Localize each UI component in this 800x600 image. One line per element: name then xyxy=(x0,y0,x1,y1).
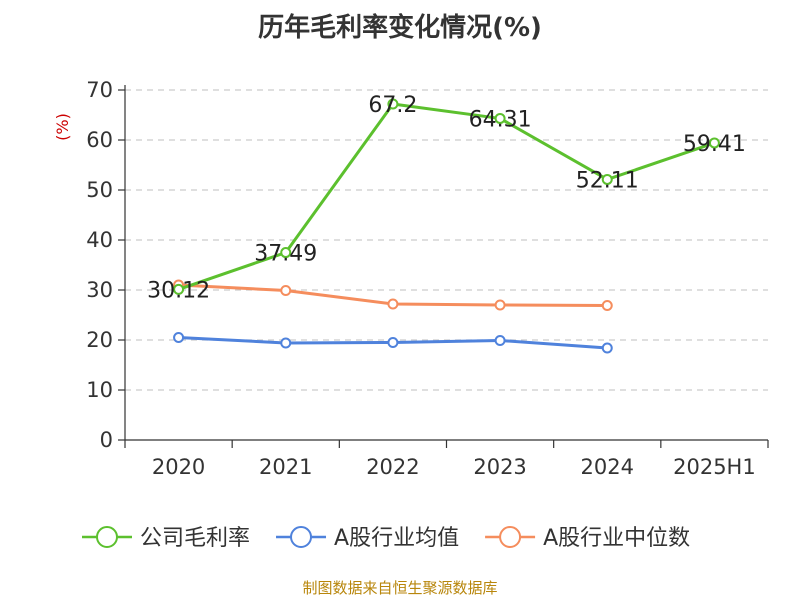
data-label: 37.49 xyxy=(254,242,317,267)
data-point xyxy=(708,137,720,149)
data-point xyxy=(601,342,613,354)
data-point xyxy=(601,300,613,311)
data-point xyxy=(173,332,185,343)
y-tick-label: 50 xyxy=(86,178,113,202)
chart-title: 历年毛利率变化情况(%) xyxy=(258,12,542,43)
y-axis-unit: (%) xyxy=(53,113,72,141)
data-label: 30.12 xyxy=(147,278,210,303)
x-tick-label: 2021 xyxy=(259,455,312,479)
legend-label: 公司毛利率 xyxy=(140,526,250,551)
data-point xyxy=(494,299,506,311)
data-point xyxy=(387,298,399,310)
x-tick-label: 2025H1 xyxy=(673,455,756,479)
data-point xyxy=(601,173,613,185)
y-tick-label: 0 xyxy=(100,428,113,452)
data-label: 64.31 xyxy=(469,107,532,132)
data-point xyxy=(387,98,399,110)
x-tick-label: 2023 xyxy=(473,455,526,479)
data-point xyxy=(173,283,185,295)
data-label: 67.2 xyxy=(368,93,417,118)
legend-marker xyxy=(290,526,313,548)
axes: 0 10 20 30 40 50 60 70 2020 2021 2022 2023 2024 2025H… xyxy=(86,78,769,479)
x-tick-label: 2022 xyxy=(366,455,419,479)
data-point xyxy=(494,112,506,124)
legend-marker xyxy=(96,526,118,548)
legend: 公司毛利率 A股行业均值 A股行业中位数 xyxy=(82,526,690,551)
data-label: 59.41 xyxy=(683,132,746,157)
data-point xyxy=(494,335,506,346)
data-point xyxy=(280,337,292,349)
y-tick-label: 60 xyxy=(86,128,113,152)
legend-label: A股行业均值 xyxy=(334,526,459,551)
series-layer xyxy=(173,98,720,354)
data-labels: 30.12 37.49 67.2 64.31 52.11 59.41 xyxy=(147,93,746,303)
x-tick-label: 2024 xyxy=(581,455,634,479)
data-point xyxy=(387,337,399,348)
data-label: 52.11 xyxy=(576,168,639,193)
x-tick-label: 2020 xyxy=(152,455,205,479)
data-point xyxy=(280,285,292,296)
y-tick-label: 70 xyxy=(86,78,113,102)
y-tick-label: 10 xyxy=(86,378,113,402)
series-line xyxy=(178,102,715,291)
source-note: 制图数据来自恒生聚源数据库 xyxy=(302,579,497,597)
legend-label: A股行业中位数 xyxy=(543,526,690,551)
y-tick-label: 40 xyxy=(86,228,113,252)
gridlines xyxy=(125,89,768,391)
y-tick-label: 30 xyxy=(86,278,113,302)
legend-marker xyxy=(499,526,522,548)
data-point xyxy=(280,247,292,259)
y-tick-label: 20 xyxy=(86,328,113,352)
